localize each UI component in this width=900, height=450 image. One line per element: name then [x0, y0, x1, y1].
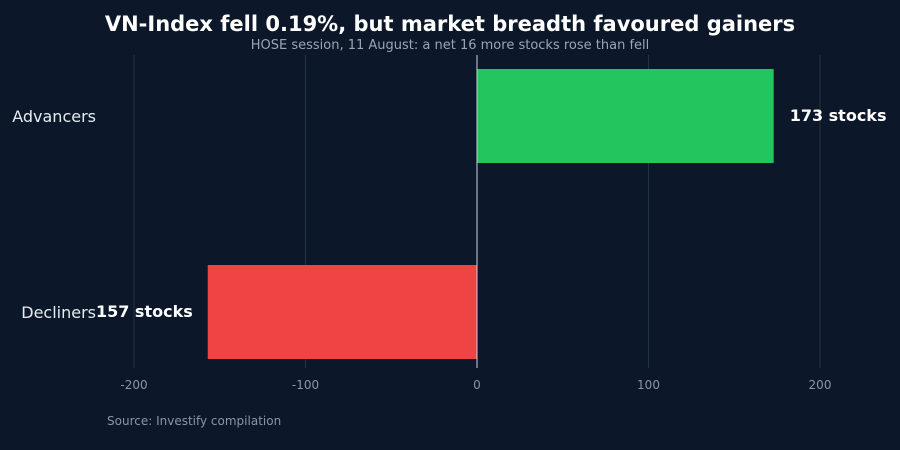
x-tick-label: 100: [637, 378, 660, 392]
category-label: Advancers: [12, 107, 96, 126]
source-note: Source: Investify compilation: [107, 414, 282, 428]
bar-decliners: [207, 265, 477, 359]
x-tick-label: 200: [809, 378, 832, 392]
x-tick-label: -100: [292, 378, 319, 392]
bar-advancers: [477, 69, 774, 163]
x-tick-label: -200: [120, 378, 147, 392]
x-tick-label: 0: [473, 378, 481, 392]
category-label: Decliners: [21, 303, 96, 322]
data-label: 157 stocks: [96, 302, 193, 321]
chart-title: VN-Index fell 0.19%, but market breadth …: [104, 12, 796, 36]
chart-subtitle: HOSE session, 11 August: a net 16 more s…: [250, 38, 650, 53]
data-label: 173 stocks: [790, 106, 887, 125]
